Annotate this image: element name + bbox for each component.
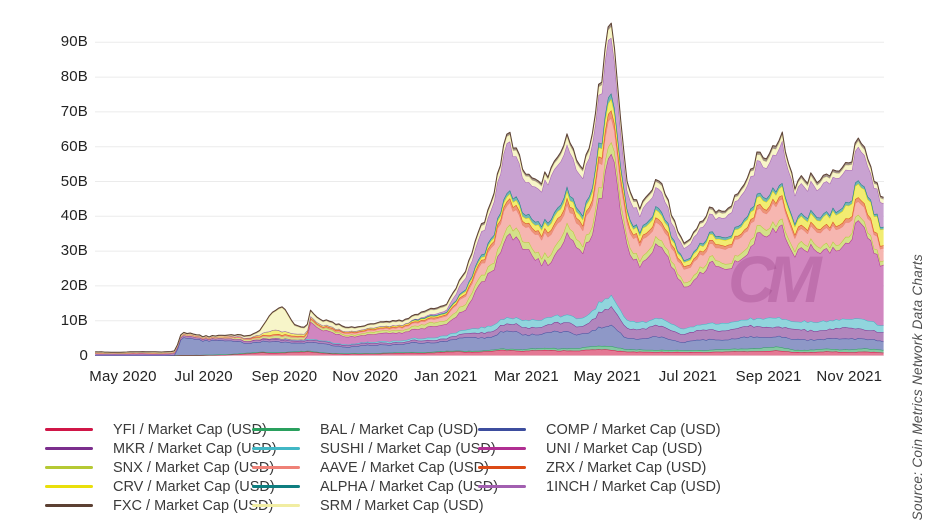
x-tick-label: Sep 2020 [251, 368, 318, 385]
area-band-sushi [95, 294, 884, 354]
legend-swatch-comp [478, 428, 526, 431]
legend-swatch-1inch [478, 485, 526, 488]
plot-area: CM 0 10B 20B 30B 40B 50B 60B 70B 80B 90B May 2020… [0, 0, 937, 400]
legend-item-zrx[interactable]: ZRX / Market Cap (USD) [478, 458, 706, 477]
x-tick-label: Jan 2021 [414, 368, 478, 385]
legend-swatch-crv [45, 485, 93, 488]
area-band-comp [95, 324, 884, 356]
y-tick-label: 10B [60, 311, 88, 329]
legend-label-yfi: YFI / Market Cap (USD) [113, 421, 267, 438]
legend-item-mkr[interactable]: MKR / Market Cap (USD) [45, 439, 277, 458]
legend-label-aave: AAVE / Market Cap (USD) [320, 459, 489, 476]
area-band-bal [95, 345, 884, 356]
source-credit: Source: Coin Metrics Network Data Charts [910, 253, 925, 520]
legend-label-crv: CRV / Market Cap (USD) [113, 478, 275, 495]
y-tick-label: 90B [60, 33, 88, 51]
legend-label-1inch: 1INCH / Market Cap (USD) [546, 478, 721, 495]
legend-item-alpha[interactable]: ALPHA / Market Cap (USD) [252, 477, 498, 496]
legend-item-yfi[interactable]: YFI / Market Cap (USD) [45, 420, 267, 439]
y-tick-label: 40B [60, 207, 88, 225]
stacked-area-chart[interactable] [0, 0, 937, 400]
legend-label-alpha: ALPHA / Market Cap (USD) [320, 478, 499, 495]
y-tick-label: 50B [60, 172, 88, 190]
legend-swatch-alpha [252, 485, 300, 488]
y-tick-label: 30B [60, 242, 88, 260]
legend-swatch-fxc [45, 504, 93, 507]
y-tick-label: 0 [79, 346, 88, 364]
legend-item-sushi[interactable]: SUSHI / Market Cap (USD) [252, 439, 496, 458]
legend-swatch-uni [478, 447, 526, 450]
legend-item-snx[interactable]: SNX / Market Cap (USD) [45, 458, 274, 477]
legend-label-fxc: FXC / Market Cap (USD) [113, 497, 274, 514]
legend-item-aave[interactable]: AAVE / Market Cap (USD) [252, 458, 489, 477]
legend-swatch-srm [252, 504, 300, 507]
legend-label-uni: UNI / Market Cap (USD) [546, 440, 703, 457]
area-band-yfi [95, 349, 884, 356]
area-band-uni [95, 153, 884, 354]
x-tick-label: Jul 2020 [174, 368, 233, 385]
legend-item-srm[interactable]: SRM / Market Cap (USD) [252, 496, 484, 515]
x-tick-label: Mar 2021 [494, 368, 559, 385]
legend: YFI / Market Cap (USD) MKR / Market Cap (… [45, 420, 721, 515]
x-tick-label: Sep 2021 [735, 368, 802, 385]
legend-swatch-bal [252, 428, 300, 431]
legend-swatch-zrx [478, 466, 526, 469]
legend-swatch-yfi [45, 428, 93, 431]
legend-item-comp[interactable]: COMP / Market Cap (USD) [478, 420, 721, 439]
y-tick-label: 80B [60, 68, 88, 86]
legend-swatch-sushi [252, 447, 300, 450]
x-tick-label: Jul 2021 [658, 368, 718, 385]
legend-label-bal: BAL / Market Cap (USD) [320, 421, 479, 438]
legend-label-srm: SRM / Market Cap (USD) [320, 497, 484, 514]
area-edge-srm [95, 26, 884, 354]
legend-item-bal[interactable]: BAL / Market Cap (USD) [252, 420, 478, 439]
legend-swatch-mkr [45, 447, 93, 450]
x-tick-label: May 2020 [89, 368, 157, 385]
x-tick-label: Nov 2021 [816, 368, 883, 385]
x-tick-label: Nov 2020 [332, 368, 398, 385]
legend-item-crv[interactable]: CRV / Market Cap (USD) [45, 477, 275, 496]
legend-swatch-snx [45, 466, 93, 469]
area-edge-fxc [95, 22, 884, 353]
legend-label-zrx: ZRX / Market Cap (USD) [546, 459, 707, 476]
legend-label-snx: SNX / Market Cap (USD) [113, 459, 275, 476]
legend-label-comp: COMP / Market Cap (USD) [546, 421, 721, 438]
legend-label-sushi: SUSHI / Market Cap (USD) [320, 440, 496, 457]
y-tick-label: 60B [60, 137, 88, 155]
legend-item-fxc[interactable]: FXC / Market Cap (USD) [45, 496, 273, 515]
legend-label-mkr: MKR / Market Cap (USD) [113, 440, 277, 457]
legend-swatch-aave [252, 466, 300, 469]
x-tick-label: May 2021 [573, 368, 641, 385]
legend-item-uni[interactable]: UNI / Market Cap (USD) [478, 439, 702, 458]
y-tick-label: 70B [60, 102, 88, 120]
legend-item-1inch[interactable]: 1INCH / Market Cap (USD) [478, 477, 721, 496]
y-tick-label: 20B [60, 276, 88, 294]
